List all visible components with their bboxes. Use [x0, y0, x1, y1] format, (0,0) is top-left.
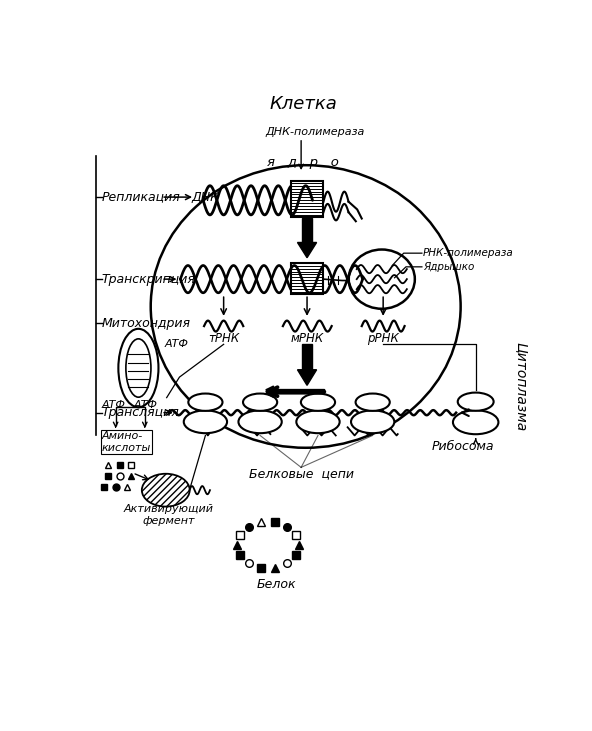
Ellipse shape: [356, 393, 390, 411]
Ellipse shape: [126, 339, 151, 397]
Ellipse shape: [243, 393, 277, 411]
Text: Белковые  цепи: Белковые цепи: [249, 467, 353, 480]
Text: РНК-полимераза: РНК-полимераза: [423, 248, 514, 258]
Text: ДНК-полимераза: ДНК-полимераза: [265, 127, 365, 137]
Ellipse shape: [118, 329, 159, 407]
Text: мРНК: мРНК: [291, 332, 324, 345]
Text: Рибосома: Рибосома: [432, 440, 494, 453]
Text: я   д   р   о: я д р о: [268, 156, 339, 169]
Ellipse shape: [184, 410, 227, 433]
Ellipse shape: [142, 474, 189, 507]
Text: Клетка: Клетка: [269, 95, 337, 113]
Ellipse shape: [151, 165, 461, 448]
Text: Цитоплазма: Цитоплазма: [514, 341, 528, 431]
Bar: [302, 344, 312, 370]
Polygon shape: [297, 370, 317, 385]
Text: Активирующий
фермент: Активирующий фермент: [124, 504, 214, 526]
Bar: [291, 181, 323, 216]
Text: АТФ: АТФ: [165, 339, 188, 349]
Ellipse shape: [297, 410, 340, 433]
Text: ДНК: ДНК: [191, 191, 220, 204]
Text: АТФ: АТФ: [102, 401, 126, 410]
Text: Транскрипция: Транскрипция: [102, 273, 196, 286]
Ellipse shape: [239, 410, 282, 433]
Ellipse shape: [188, 393, 223, 411]
Text: АТФ: АТФ: [134, 401, 158, 410]
FancyBboxPatch shape: [63, 82, 539, 663]
Ellipse shape: [301, 393, 335, 411]
Text: Репликация: Репликация: [102, 191, 181, 204]
Text: Трансляция: Трансляция: [102, 406, 180, 419]
Polygon shape: [297, 243, 317, 258]
Text: Амино-
кислоты: Амино- кислоты: [102, 431, 151, 452]
Text: рРНК: рРНК: [367, 332, 399, 345]
Text: тРНК: тРНК: [208, 332, 239, 345]
Ellipse shape: [453, 410, 498, 434]
Text: Митохондрия: Митохондрия: [102, 317, 191, 330]
Text: Ядрышко: Ядрышко: [423, 262, 474, 272]
Ellipse shape: [349, 249, 415, 308]
Bar: [291, 263, 323, 294]
Ellipse shape: [458, 393, 494, 411]
Ellipse shape: [351, 410, 394, 433]
Bar: [302, 218, 312, 243]
Text: Белок: Белок: [256, 578, 296, 591]
